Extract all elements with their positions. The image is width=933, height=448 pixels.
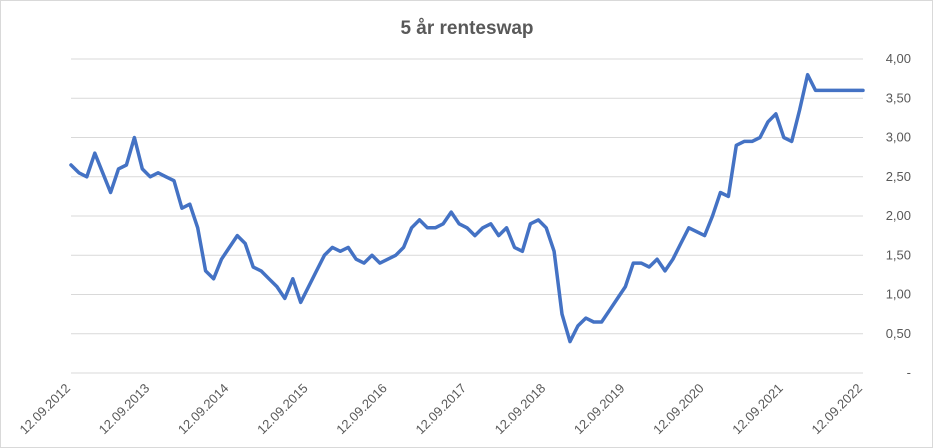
- x-tick-label: 12.09.2019: [571, 381, 628, 438]
- series-group: [69, 72, 865, 344]
- x-tick-label: 12.09.2020: [650, 381, 707, 438]
- x-tick-label: 12.09.2013: [96, 381, 153, 438]
- x-tick-label: 12.09.2018: [492, 381, 549, 438]
- series-line: [69, 72, 865, 344]
- x-tick-label: 12.09.2017: [412, 381, 469, 438]
- y-tick-label: 2,50: [886, 169, 911, 184]
- y-tick-label: 1,50: [886, 247, 911, 262]
- x-tick-label: 12.09.2012: [16, 381, 73, 438]
- y-tick-label: 3,50: [886, 90, 911, 105]
- x-axis-tick-labels: 12.09.2012 12.09.2013 12.09.2014 12.09.2015…: [16, 381, 865, 438]
- x-tick-label: 12.09.2022: [808, 381, 865, 438]
- x-tick-label: 12.09.2014: [175, 381, 232, 438]
- y-tick-label: 3,00: [886, 130, 911, 145]
- y-tick-label: 1,00: [886, 287, 911, 302]
- y-axis-tick-labels: - 0,50 1,00 1,50 2,00 2,50 3,00 3,50 4,00: [886, 51, 911, 380]
- gridlines: [71, 58, 863, 374]
- x-tick-label: 12.09.2015: [254, 381, 311, 438]
- x-tick-label: 12.09.2016: [333, 381, 390, 438]
- y-tick-label: -: [907, 365, 911, 380]
- x-tick-label: 12.09.2021: [729, 381, 786, 438]
- y-tick-label: 2,00: [886, 208, 911, 223]
- chart-title: 5 år renteswap: [400, 18, 533, 39]
- y-tick-label: 4,00: [886, 51, 911, 66]
- y-tick-label: 0,50: [886, 326, 911, 341]
